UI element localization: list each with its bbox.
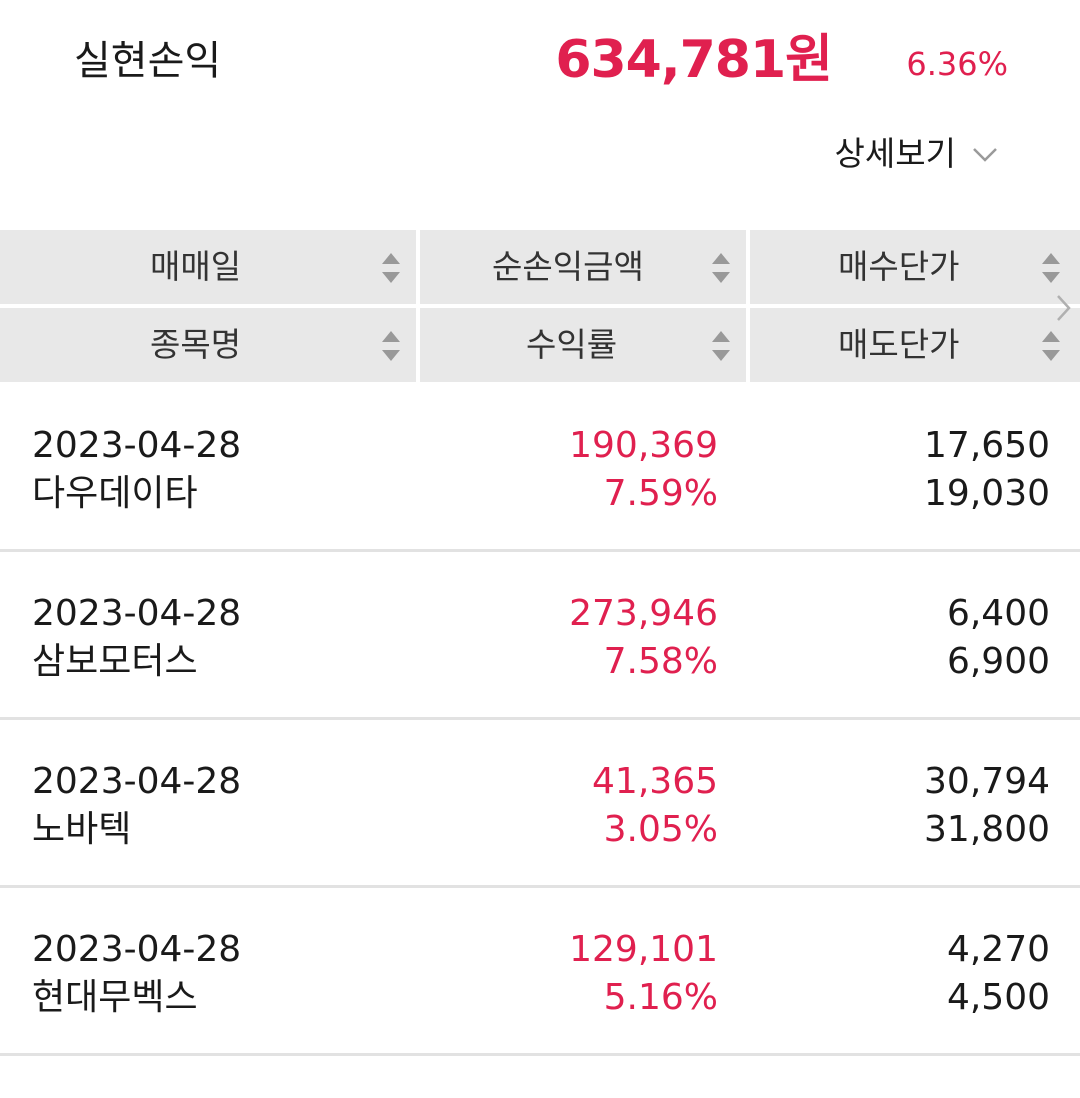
net-profit: 273,946: [569, 593, 718, 634]
header-stock-name[interactable]: 종목명: [0, 308, 416, 382]
header-net-profit[interactable]: 순손익금액: [420, 230, 746, 304]
header-label: 매매일: [150, 247, 242, 286]
trade-date: 2023-04-28: [32, 425, 242, 466]
header-sell-price[interactable]: 매도단가: [750, 308, 1080, 382]
chevron-down-icon: [973, 148, 997, 162]
header-label: 매도단가: [838, 325, 960, 364]
net-profit: 41,365: [592, 761, 718, 802]
summary-rate: 6.36%: [906, 45, 1008, 83]
sort-icon: [382, 253, 400, 283]
sort-icon: [712, 331, 730, 361]
trade-date: 2023-04-28: [32, 593, 242, 634]
return-rate: 7.59%: [603, 473, 718, 514]
sort-icon: [1042, 331, 1060, 361]
summary-label: 실현손익: [74, 38, 222, 84]
header-return-rate[interactable]: 수익률: [420, 308, 746, 382]
detail-toggle-button[interactable]: 상세보기: [835, 132, 1000, 176]
table-row[interactable]: 2023-04-28 현대무벡스 129,101 5.16% 4,270 4,5…: [0, 888, 1080, 1056]
trade-date: 2023-04-28: [32, 929, 242, 970]
sell-price: 19,030: [924, 473, 1050, 514]
detail-toggle-label: 상세보기: [834, 134, 956, 173]
sell-price: 6,900: [946, 641, 1050, 682]
sort-icon: [382, 331, 400, 361]
stock-name: 현대무벡스: [32, 977, 198, 1018]
sort-icon: [712, 253, 730, 283]
sell-price: 4,500: [946, 977, 1050, 1018]
return-rate: 7.58%: [603, 641, 718, 682]
trade-date: 2023-04-28: [32, 761, 242, 802]
header-label: 순손익금액: [492, 247, 644, 286]
buy-price: 6,400: [946, 593, 1050, 634]
buy-price: 30,794: [924, 761, 1050, 802]
table-header: 매매일 순손익금액 매수단가 종목명 수익률 매도단가: [0, 230, 1080, 382]
net-profit: 190,369: [569, 425, 718, 466]
header-label: 종목명: [150, 325, 242, 364]
stock-name: 다우데이타: [32, 473, 198, 514]
net-profit: 129,101: [569, 929, 718, 970]
table-row[interactable]: 2023-04-28 삼보모터스 273,946 7.58% 6,400 6,9…: [0, 552, 1080, 720]
return-rate: 3.05%: [603, 809, 718, 850]
return-rate: 5.16%: [603, 977, 718, 1018]
buy-price: 4,270: [946, 929, 1050, 970]
sell-price: 31,800: [924, 809, 1050, 850]
stock-name: 노바텍: [32, 809, 132, 850]
header-label: 매수단가: [838, 247, 960, 286]
buy-price: 17,650: [924, 425, 1050, 466]
chevron-right-icon[interactable]: [1052, 290, 1074, 326]
realized-pnl-summary: 실현손익 634,781원 6.36%: [0, 0, 1080, 120]
summary-amount: 634,781원: [555, 30, 833, 90]
stock-name: 삼보모터스: [32, 641, 198, 682]
sort-icon: [1042, 253, 1060, 283]
table-row[interactable]: 2023-04-28 다우데이타 190,369 7.59% 17,650 19…: [0, 384, 1080, 552]
header-label: 수익률: [526, 325, 618, 364]
table-row[interactable]: 2023-04-28 노바텍 41,365 3.05% 30,794 31,80…: [0, 720, 1080, 888]
header-trade-date[interactable]: 매매일: [0, 230, 416, 304]
header-buy-price[interactable]: 매수단가: [750, 230, 1080, 304]
